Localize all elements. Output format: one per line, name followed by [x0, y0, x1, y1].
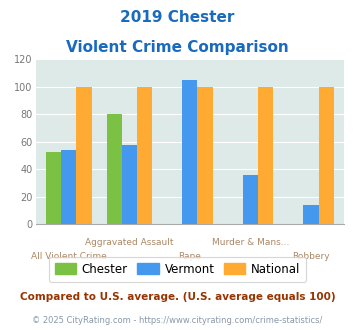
- Bar: [258, 87, 273, 224]
- Bar: [137, 87, 152, 224]
- Text: Murder & Mans...: Murder & Mans...: [212, 238, 289, 247]
- Bar: [46, 151, 61, 224]
- Bar: [182, 80, 197, 224]
- Bar: [304, 205, 319, 224]
- Text: Rape: Rape: [179, 252, 201, 261]
- Text: Compared to U.S. average. (U.S. average equals 100): Compared to U.S. average. (U.S. average …: [20, 292, 335, 302]
- Legend: Chester, Vermont, National: Chester, Vermont, National: [49, 257, 306, 281]
- Bar: [76, 87, 92, 224]
- Bar: [197, 87, 213, 224]
- Text: Aggravated Assault: Aggravated Assault: [85, 238, 174, 247]
- Bar: [122, 145, 137, 224]
- Bar: [243, 175, 258, 224]
- Bar: [61, 150, 76, 224]
- Text: © 2025 CityRating.com - https://www.cityrating.com/crime-statistics/: © 2025 CityRating.com - https://www.city…: [32, 316, 323, 325]
- Text: Violent Crime Comparison: Violent Crime Comparison: [66, 40, 289, 54]
- Bar: [106, 115, 122, 224]
- Bar: [319, 87, 334, 224]
- Text: 2019 Chester: 2019 Chester: [120, 10, 235, 25]
- Text: All Violent Crime: All Violent Crime: [31, 252, 107, 261]
- Text: Robbery: Robbery: [292, 252, 330, 261]
